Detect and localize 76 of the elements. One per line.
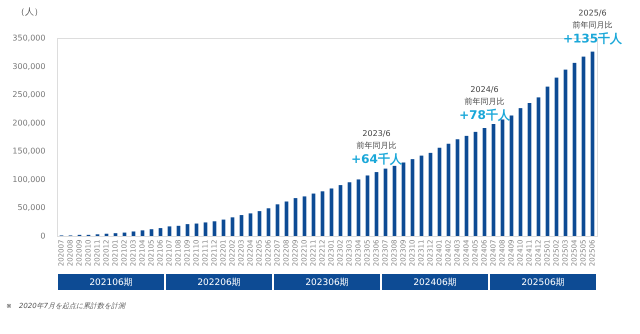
bar [428,152,432,236]
y-tick-label: 100,000 [12,174,46,184]
text: 202406期 [413,277,457,288]
y-tick-label: 150,000 [12,146,46,156]
bar [284,201,288,236]
bar [492,124,496,236]
bar [554,78,558,236]
bar [366,175,370,236]
bar [510,116,514,236]
annotation: 前年同月比 [356,141,396,150]
bar [222,220,226,236]
bar [446,144,450,236]
text: 202206期 [197,277,241,288]
annotation: +78千人 [459,108,511,122]
bar [150,229,154,236]
bar [456,139,460,236]
bar [114,233,118,236]
bar [482,128,486,236]
bar [212,221,216,236]
text: 前年同月比 [572,20,612,30]
annotation: 前年同月比 [464,96,504,106]
annotation: +135千人 [562,32,624,46]
y-tick-label: 300,000 [12,62,46,71]
text: 2025/6 [578,8,607,18]
bar [582,56,586,236]
bar [276,204,280,236]
y-tick-label: 0 [40,232,46,240]
bar [140,230,144,236]
bar [168,226,172,236]
y-axis-title: （人） [16,6,43,18]
y-tick-label: 350,000 [12,34,46,42]
bar [230,217,234,236]
bar [374,172,378,236]
bar [564,70,568,236]
y-tick-label: 50,000 [18,203,46,212]
bar [392,166,396,236]
bar [384,168,388,236]
bar [132,231,136,236]
text: 202106期 [89,277,133,288]
bar [186,224,190,236]
annotation: 2024/6 [470,84,499,94]
bar [248,213,252,236]
bar [474,132,478,236]
bar [312,194,316,236]
bar [402,162,406,236]
bar [266,208,270,236]
bar [320,191,324,236]
bar [536,97,540,236]
bar [464,136,468,236]
bar [420,156,424,236]
bar [348,182,352,236]
text: 202306期 [305,277,349,288]
bar [410,159,414,236]
y-tick-label: 250,000 [12,90,46,100]
bar [438,148,442,236]
bar [572,62,576,236]
bar [122,232,126,236]
bar [302,196,306,236]
bar [356,179,360,236]
y-tick-label: 200,000 [12,118,46,128]
bar [258,211,262,236]
annotation: +64千人 [351,152,403,166]
bar [294,198,298,236]
bar [528,103,532,236]
bar [518,108,522,236]
bar [158,228,162,236]
bar [330,188,334,236]
bar [204,222,208,236]
bar [338,185,342,236]
bar [240,215,244,236]
text: 202506期 [521,277,565,288]
annotation: 2023/6 [362,129,391,138]
bar [194,224,198,236]
bar [590,52,594,236]
bar [546,86,550,236]
bar [176,226,180,236]
